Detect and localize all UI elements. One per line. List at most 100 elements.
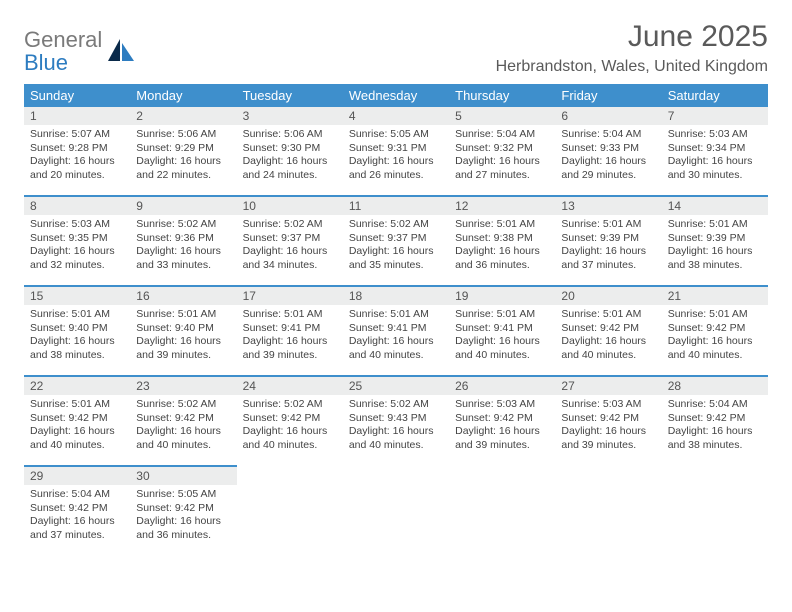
sunrise-value: 5:02 AM bbox=[284, 398, 323, 410]
sunrise-label: Sunrise: bbox=[136, 488, 175, 500]
daylight-label: Daylight: bbox=[561, 335, 602, 347]
sunset-value: 9:29 PM bbox=[175, 142, 214, 154]
day-number: 28 bbox=[662, 377, 768, 395]
sunset-line: Sunset: 9:37 PM bbox=[243, 232, 337, 246]
sunrise-line: Sunrise: 5:01 AM bbox=[243, 308, 337, 322]
sunset-label: Sunset: bbox=[243, 232, 279, 244]
sunset-value: 9:40 PM bbox=[175, 322, 214, 334]
calendar-cell bbox=[237, 466, 343, 555]
sunrise-value: 5:06 AM bbox=[284, 128, 323, 140]
day-number: 7 bbox=[662, 107, 768, 125]
sunset-line: Sunset: 9:41 PM bbox=[349, 322, 443, 336]
calendar-cell: 18Sunrise: 5:01 AMSunset: 9:41 PMDayligh… bbox=[343, 286, 449, 376]
sunrise-value: 5:01 AM bbox=[71, 398, 110, 410]
calendar-week: 15Sunrise: 5:01 AMSunset: 9:40 PMDayligh… bbox=[24, 286, 768, 376]
sunrise-value: 5:01 AM bbox=[390, 308, 429, 320]
day-number: 21 bbox=[662, 287, 768, 305]
sunset-label: Sunset: bbox=[455, 412, 491, 424]
calendar-cell: 3Sunrise: 5:06 AMSunset: 9:30 PMDaylight… bbox=[237, 107, 343, 196]
sunset-value: 9:39 PM bbox=[600, 232, 639, 244]
day-details: Sunrise: 5:01 AMSunset: 9:41 PMDaylight:… bbox=[343, 305, 449, 367]
sunrise-line: Sunrise: 5:01 AM bbox=[561, 218, 655, 232]
sunrise-line: Sunrise: 5:02 AM bbox=[243, 398, 337, 412]
day-details: Sunrise: 5:03 AMSunset: 9:42 PMDaylight:… bbox=[449, 395, 555, 457]
day-details: Sunrise: 5:01 AMSunset: 9:39 PMDaylight:… bbox=[555, 215, 661, 277]
day-header: Saturday bbox=[662, 84, 768, 107]
sunrise-label: Sunrise: bbox=[349, 398, 388, 410]
daylight-label: Daylight: bbox=[668, 425, 709, 437]
daylight-line: Daylight: 16 hours and 34 minutes. bbox=[243, 245, 337, 272]
sunrise-line: Sunrise: 5:03 AM bbox=[30, 218, 124, 232]
calendar-cell: 22Sunrise: 5:01 AMSunset: 9:42 PMDayligh… bbox=[24, 376, 130, 466]
sunset-label: Sunset: bbox=[455, 142, 491, 154]
calendar-cell: 5Sunrise: 5:04 AMSunset: 9:32 PMDaylight… bbox=[449, 107, 555, 196]
day-number: 4 bbox=[343, 107, 449, 125]
day-number: 14 bbox=[662, 197, 768, 215]
calendar-week: 22Sunrise: 5:01 AMSunset: 9:42 PMDayligh… bbox=[24, 376, 768, 466]
day-details: Sunrise: 5:01 AMSunset: 9:42 PMDaylight:… bbox=[555, 305, 661, 367]
sunset-value: 9:37 PM bbox=[281, 232, 320, 244]
daylight-line: Daylight: 16 hours and 40 minutes. bbox=[349, 425, 443, 452]
sunset-line: Sunset: 9:42 PM bbox=[668, 412, 762, 426]
sunrise-value: 5:01 AM bbox=[709, 218, 748, 230]
sunset-value: 9:42 PM bbox=[600, 412, 639, 424]
sunset-line: Sunset: 9:43 PM bbox=[349, 412, 443, 426]
calendar-week: 8Sunrise: 5:03 AMSunset: 9:35 PMDaylight… bbox=[24, 196, 768, 286]
sunrise-line: Sunrise: 5:02 AM bbox=[349, 398, 443, 412]
location: Herbrandston, Wales, United Kingdom bbox=[496, 58, 768, 76]
day-number: 9 bbox=[130, 197, 236, 215]
daylight-line: Daylight: 16 hours and 22 minutes. bbox=[136, 155, 230, 182]
sunrise-line: Sunrise: 5:01 AM bbox=[455, 218, 549, 232]
sunset-value: 9:34 PM bbox=[706, 142, 745, 154]
sunrise-line: Sunrise: 5:04 AM bbox=[668, 398, 762, 412]
calendar-week: 1Sunrise: 5:07 AMSunset: 9:28 PMDaylight… bbox=[24, 107, 768, 196]
title-block: June 2025 Herbrandston, Wales, United Ki… bbox=[496, 20, 768, 76]
day-number: 11 bbox=[343, 197, 449, 215]
sunset-line: Sunset: 9:38 PM bbox=[455, 232, 549, 246]
daylight-line: Daylight: 16 hours and 39 minutes. bbox=[243, 335, 337, 362]
sunset-label: Sunset: bbox=[668, 412, 704, 424]
day-number: 24 bbox=[237, 377, 343, 395]
sunrise-line: Sunrise: 5:02 AM bbox=[136, 398, 230, 412]
sunset-line: Sunset: 9:35 PM bbox=[30, 232, 124, 246]
sunrise-line: Sunrise: 5:05 AM bbox=[349, 128, 443, 142]
sunset-value: 9:42 PM bbox=[706, 322, 745, 334]
sunrise-label: Sunrise: bbox=[30, 308, 69, 320]
sunrise-label: Sunrise: bbox=[349, 218, 388, 230]
day-details: Sunrise: 5:06 AMSunset: 9:30 PMDaylight:… bbox=[237, 125, 343, 187]
daylight-label: Daylight: bbox=[349, 335, 390, 347]
sunrise-label: Sunrise: bbox=[243, 218, 282, 230]
calendar-cell: 2Sunrise: 5:06 AMSunset: 9:29 PMDaylight… bbox=[130, 107, 236, 196]
sunset-line: Sunset: 9:29 PM bbox=[136, 142, 230, 156]
month-title: June 2025 bbox=[496, 20, 768, 54]
day-number: 15 bbox=[24, 287, 130, 305]
daylight-line: Daylight: 16 hours and 40 minutes. bbox=[349, 335, 443, 362]
daylight-label: Daylight: bbox=[561, 245, 602, 257]
daylight-label: Daylight: bbox=[561, 425, 602, 437]
sunrise-label: Sunrise: bbox=[243, 128, 282, 140]
sunrise-value: 5:06 AM bbox=[178, 128, 217, 140]
sunrise-line: Sunrise: 5:01 AM bbox=[136, 308, 230, 322]
daylight-label: Daylight: bbox=[668, 335, 709, 347]
sunrise-line: Sunrise: 5:02 AM bbox=[243, 218, 337, 232]
day-number: 2 bbox=[130, 107, 236, 125]
sunset-value: 9:42 PM bbox=[494, 412, 533, 424]
sunrise-value: 5:02 AM bbox=[284, 218, 323, 230]
calendar-cell: 19Sunrise: 5:01 AMSunset: 9:41 PMDayligh… bbox=[449, 286, 555, 376]
daylight-line: Daylight: 16 hours and 29 minutes. bbox=[561, 155, 655, 182]
daylight-label: Daylight: bbox=[668, 155, 709, 167]
sunrise-value: 5:04 AM bbox=[709, 398, 748, 410]
day-number: 22 bbox=[24, 377, 130, 395]
sunrise-value: 5:01 AM bbox=[603, 308, 642, 320]
header: General Blue June 2025 Herbrandston, Wal… bbox=[24, 20, 768, 76]
sunset-label: Sunset: bbox=[561, 142, 597, 154]
calendar-cell: 25Sunrise: 5:02 AMSunset: 9:43 PMDayligh… bbox=[343, 376, 449, 466]
sunrise-label: Sunrise: bbox=[668, 128, 707, 140]
daylight-label: Daylight: bbox=[30, 425, 71, 437]
sunrise-label: Sunrise: bbox=[136, 308, 175, 320]
daylight-label: Daylight: bbox=[455, 155, 496, 167]
sunset-label: Sunset: bbox=[243, 322, 279, 334]
day-details: Sunrise: 5:01 AMSunset: 9:42 PMDaylight:… bbox=[662, 305, 768, 367]
calendar-table: SundayMondayTuesdayWednesdayThursdayFrid… bbox=[24, 84, 768, 555]
sunset-line: Sunset: 9:42 PM bbox=[561, 322, 655, 336]
